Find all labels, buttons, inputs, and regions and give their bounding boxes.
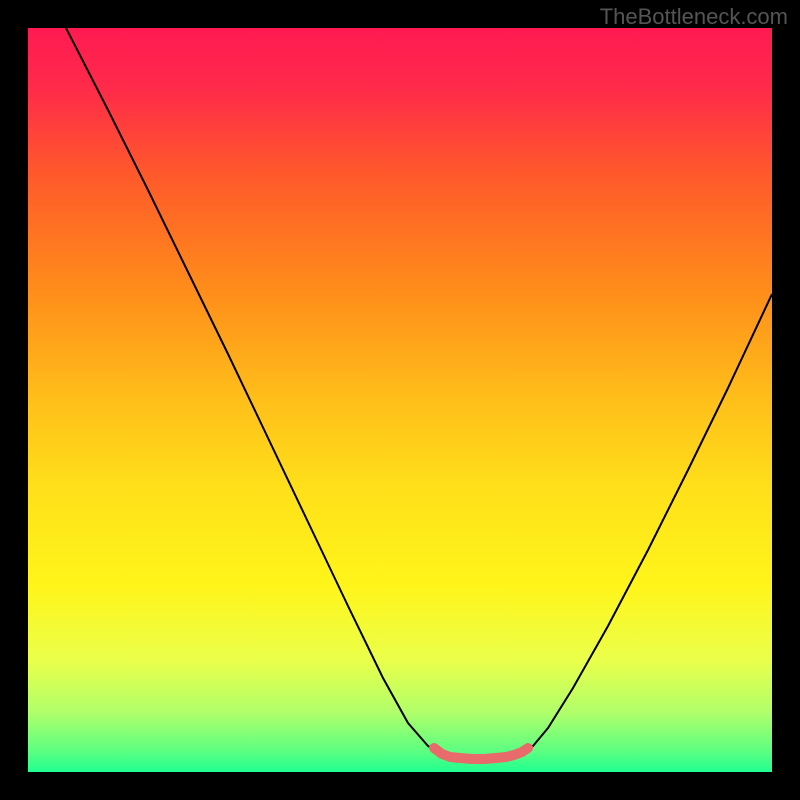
watermark-text: TheBottleneck.com xyxy=(600,4,788,30)
curve-layer xyxy=(28,28,772,772)
bottleneck-curve xyxy=(66,28,772,758)
outer-frame: TheBottleneck.com xyxy=(0,0,800,800)
plot-area xyxy=(28,28,772,772)
highlight-segment xyxy=(434,748,528,759)
